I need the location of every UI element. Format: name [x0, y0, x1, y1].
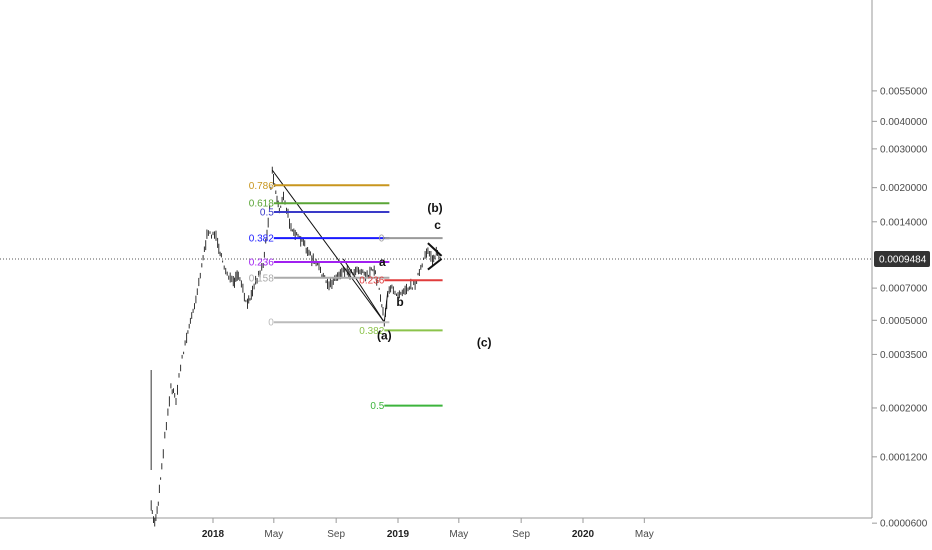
- fib-level-label: 0.618: [249, 199, 274, 210]
- price-axis-tick-label: 0.0000600: [880, 519, 928, 530]
- wave-label: c: [434, 218, 441, 232]
- downtrend-line: [271, 169, 385, 323]
- time-axis-tick-label: Sep: [327, 529, 345, 540]
- price-axis-tick-label: 0.0055000: [880, 86, 928, 97]
- triangle-lower-line: [427, 258, 443, 271]
- time-axis[interactable]: 2018 May Sep 2019 May Sep 2020 May: [202, 518, 654, 540]
- wave-label: b: [396, 295, 403, 309]
- price-axis-tick-label: 0.0040000: [880, 117, 928, 128]
- wave-a-line: [342, 258, 385, 323]
- fib-level-label: 0: [379, 234, 385, 245]
- time-axis-tick-label: May: [449, 529, 468, 540]
- wave-label: (a): [377, 328, 392, 342]
- fib-level-label: 0.5: [260, 208, 274, 219]
- current-price-tag-background: [874, 251, 930, 268]
- price-axis-tick-label: 0.0002000: [880, 403, 928, 414]
- price-axis-tick-label: 0.0030000: [880, 144, 928, 155]
- candlestick-series: [150, 166, 441, 527]
- elliott-wave-labels: (b) c a b (a) (c): [377, 201, 492, 350]
- price-axis[interactable]: 0.0055000 0.0040000 0.0030000 0.0020000 0.00…: [872, 86, 928, 530]
- time-axis-tick-label: 2019: [387, 529, 410, 540]
- wave-label: (b): [427, 201, 442, 215]
- current-price-label: 0.0009484: [879, 255, 927, 266]
- wave-label: a: [379, 255, 386, 269]
- wave-b-line: [383, 290, 389, 323]
- fib-extension-tool[interactable]: 0 0.236 0.382 0.5: [359, 234, 443, 412]
- fib-level-label: 0: [268, 318, 274, 329]
- time-axis-tick-label: May: [635, 529, 654, 540]
- fib-level-label: 0.382: [249, 234, 274, 245]
- wave-label: (c): [477, 336, 492, 350]
- fib-level-label: 0.5: [370, 401, 384, 412]
- fib-level-label: 0.236: [359, 276, 384, 287]
- price-axis-tick-label: 0.0020000: [880, 183, 928, 194]
- price-axis-tick-label: 0.0001200: [880, 452, 928, 463]
- time-axis-tick-label: 2018: [202, 529, 225, 540]
- drawing-tools[interactable]: [271, 169, 443, 323]
- fib-level-label: 0.786: [249, 181, 274, 192]
- fib-level-label: 0.158: [249, 273, 274, 284]
- fib-level-label: 0.236: [249, 257, 274, 268]
- price-axis-tick-label: 0.0003500: [880, 350, 928, 361]
- current-price-tag: 0.0009484: [874, 251, 930, 268]
- triangle-upper-line: [427, 242, 443, 257]
- time-axis-tick-label: 2020: [572, 529, 595, 540]
- time-axis-tick-label: May: [264, 529, 283, 540]
- price-axis-tick-label: 0.0007000: [880, 284, 928, 295]
- price-axis-tick-label: 0.0014000: [880, 217, 928, 228]
- price-axis-tick-label: 0.0005000: [880, 316, 928, 327]
- time-axis-tick-label: Sep: [512, 529, 530, 540]
- fib-level-label: 0.382: [359, 326, 384, 337]
